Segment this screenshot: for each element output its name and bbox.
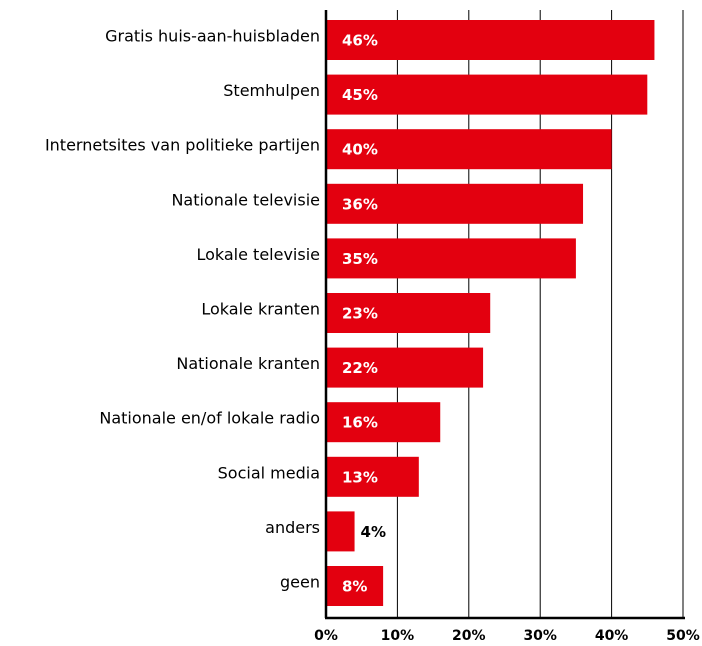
category-label: anders — [265, 518, 320, 537]
value-label: 4% — [361, 523, 386, 541]
x-tick-label: 0% — [314, 628, 338, 644]
category-label: Nationale televisie — [171, 190, 320, 209]
value-label: 46% — [342, 32, 378, 50]
category-label: Social media — [218, 463, 320, 482]
category-label: Stemhulpen — [223, 81, 320, 100]
category-label: Lokale televisie — [196, 245, 320, 264]
category-label: Gratis huis-aan-huisbladen — [105, 27, 320, 46]
axes — [324, 10, 685, 620]
value-label: 13% — [342, 468, 378, 486]
bar-2 — [326, 129, 612, 170]
value-label: 35% — [342, 250, 378, 268]
bar-1 — [326, 74, 648, 115]
bar-9 — [326, 511, 355, 552]
category-label: Nationale kranten — [176, 354, 320, 373]
bar-0 — [326, 20, 655, 60]
category-labels: Gratis huis-aan-huisbladen Stemhulpen Inte… — [45, 27, 320, 592]
x-tick-label: 30% — [523, 628, 557, 644]
x-tick-label: 20% — [452, 628, 486, 644]
bar-6 — [326, 347, 484, 388]
bars — [326, 20, 655, 606]
bar-8 — [326, 456, 419, 497]
bar-3 — [326, 183, 584, 224]
category-label: Lokale kranten — [201, 300, 320, 319]
x-tick-label: 50% — [666, 628, 700, 644]
bar-7 — [326, 402, 441, 443]
value-label: 36% — [342, 195, 378, 213]
category-label: Internetsites van politieke partijen — [45, 136, 320, 155]
value-label: 22% — [342, 359, 378, 377]
value-label: 23% — [342, 305, 378, 323]
value-label: 45% — [342, 86, 378, 104]
x-tick-label: 10% — [381, 628, 415, 644]
bar-4 — [326, 238, 576, 279]
x-tick-labels: 0% 10% 20% 30% 40% 50% — [314, 628, 700, 644]
category-label: geen — [280, 573, 320, 592]
x-tick-label: 40% — [595, 628, 629, 644]
value-labels: 46% 45% 40% 36% 35% 23% 22% 16% 13% 4% 8% — [342, 32, 386, 596]
category-label: Nationale en/of lokale radio — [99, 409, 320, 428]
value-label: 16% — [342, 414, 378, 432]
bar-5 — [326, 293, 491, 333]
value-label: 8% — [342, 578, 367, 596]
value-label: 40% — [342, 141, 378, 159]
bar-10 — [326, 566, 384, 606]
